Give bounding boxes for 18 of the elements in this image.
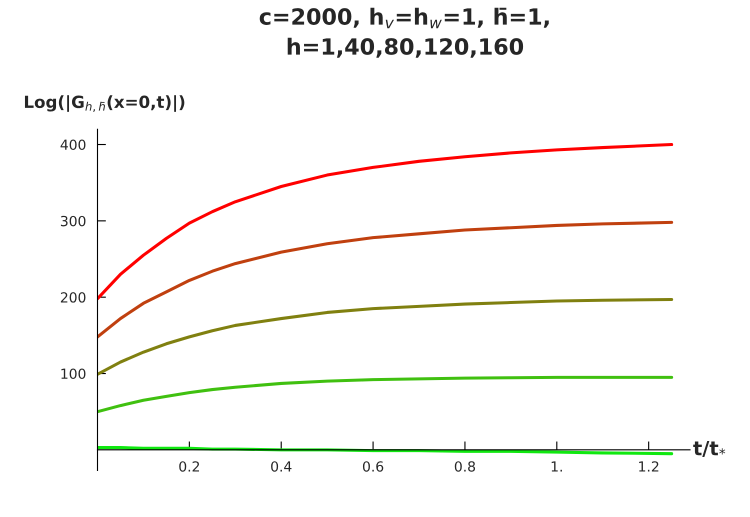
- x-tick-label: 0.2: [179, 461, 200, 472]
- line-series: [98, 298, 674, 376]
- x-tick-label: 1.2: [639, 461, 658, 472]
- x-tick-label: 0.6: [362, 461, 384, 472]
- line-series: [98, 142, 674, 300]
- y-tick-label: 300: [60, 216, 86, 226]
- chart-title: c=2000, h$_{v}$=h$_{w}$=1, h̄=1, h=1,40,80,120,160: [260, 8, 549, 58]
- y-tick-label: 400: [60, 139, 86, 150]
- line-series: [98, 376, 674, 414]
- line-series: [98, 446, 674, 456]
- x-axis-title: t/t$_{*}$: [693, 441, 726, 458]
- y-axis-title: Log(|G$_{h,h̄}$(x=0,t)|): [24, 95, 184, 112]
- y-tick-label: 100: [61, 368, 86, 379]
- x-tick-label: 1.: [552, 461, 562, 472]
- y-tick-label: 200: [60, 292, 86, 303]
- x-tick-label: 0.4: [271, 461, 292, 472]
- line-series: [98, 220, 674, 338]
- x-tick-label: 0.8: [454, 461, 476, 472]
